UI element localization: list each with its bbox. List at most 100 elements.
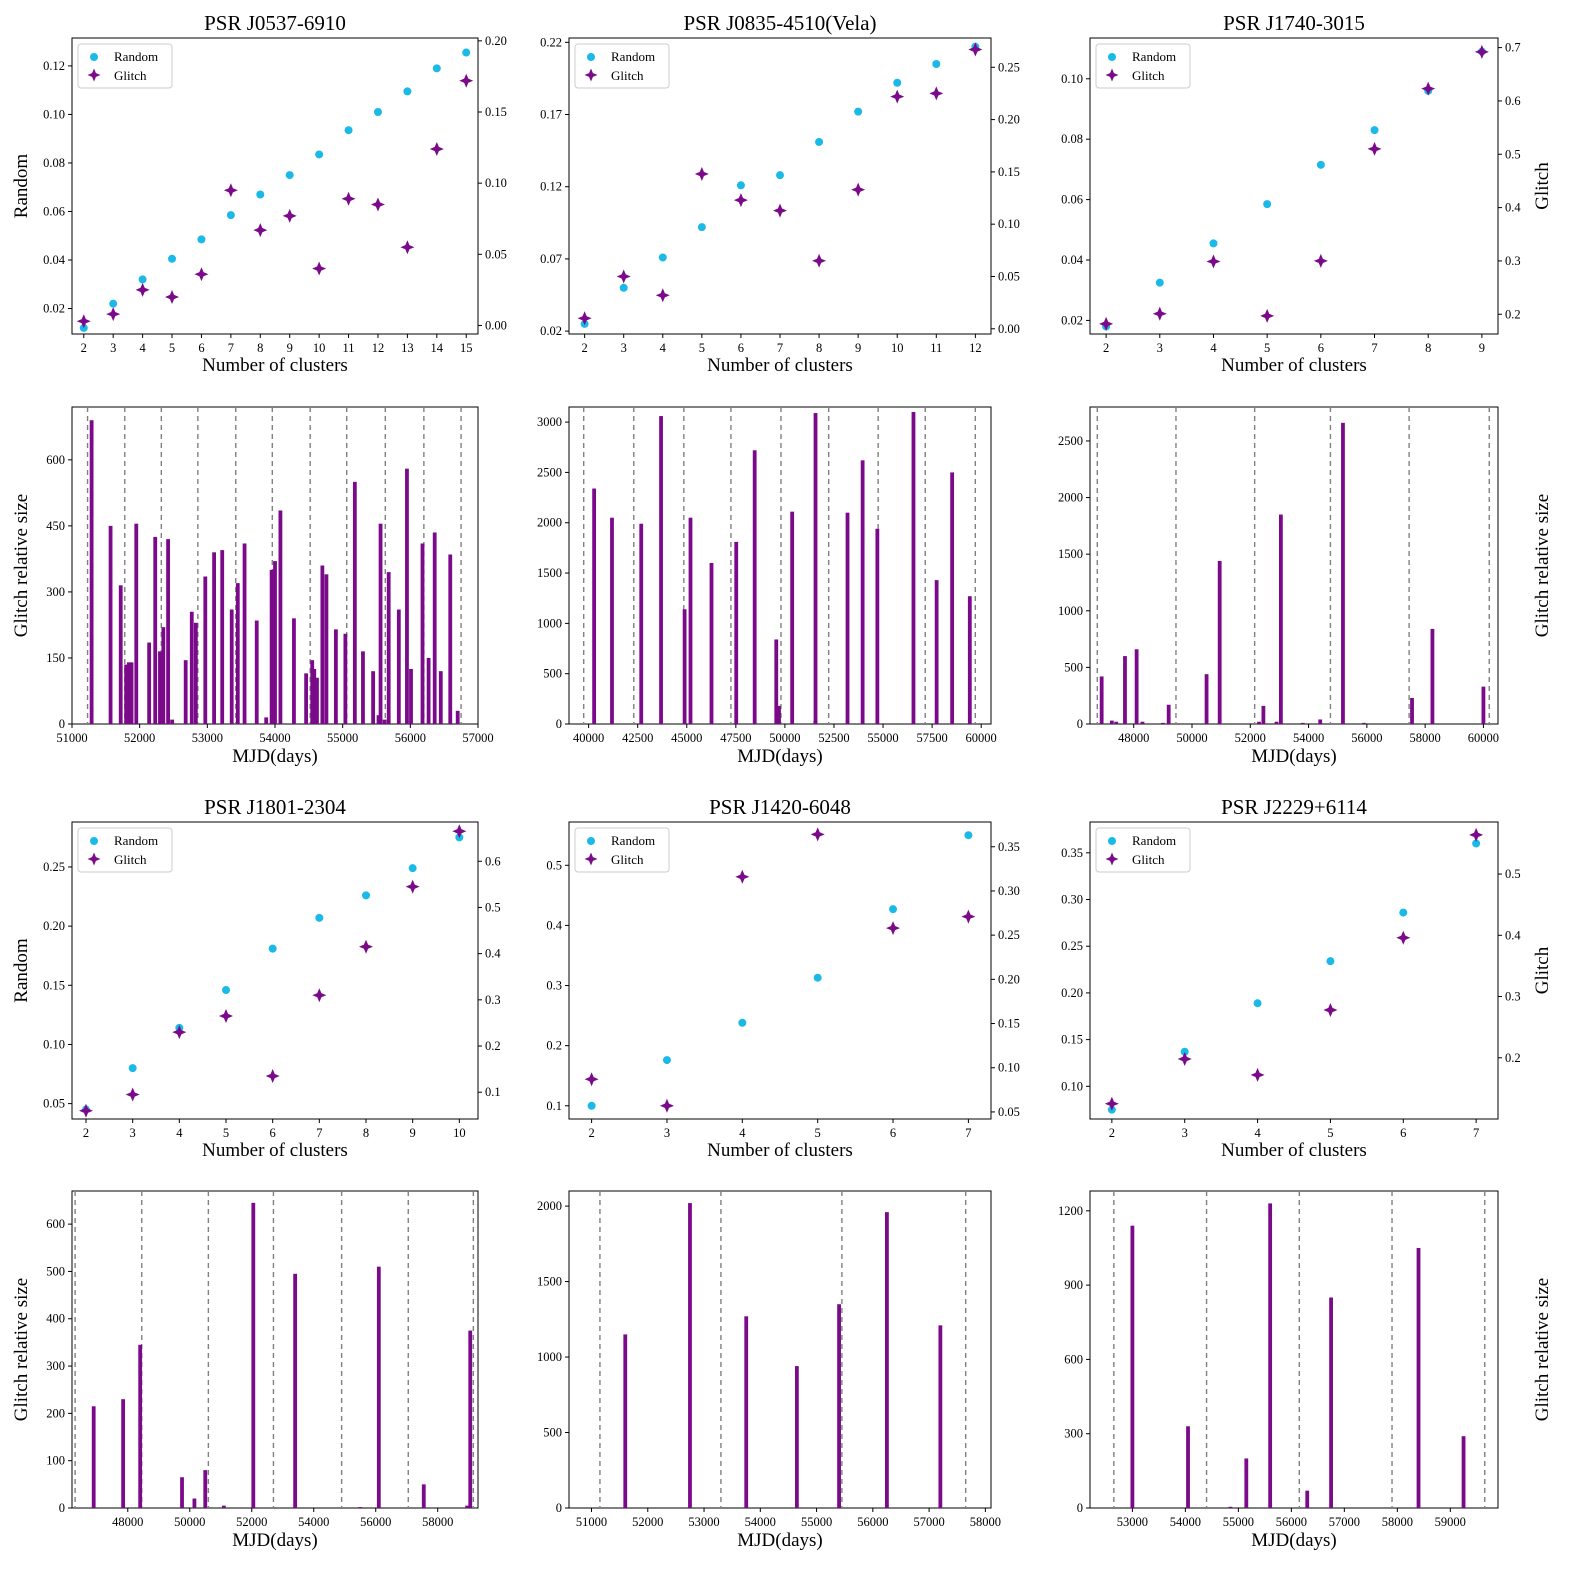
y-tick-label: 500	[543, 667, 562, 681]
glitch-point	[405, 879, 420, 894]
chart-title: PSR J1801-2304	[204, 795, 346, 819]
scatter-axes-frame	[568, 821, 992, 1120]
x-tick-label: 10	[453, 1126, 466, 1140]
y-left-tick-label: 0.02	[1061, 313, 1083, 327]
glitch-bar	[242, 543, 247, 724]
x-tick-label: 48000	[112, 1515, 143, 1529]
x-tick-label: 5	[223, 1126, 229, 1140]
y-tick-label: 150	[46, 651, 65, 665]
x-tick-label: 4	[1210, 341, 1217, 355]
chart-title: PSR J0835-4510(Vela)	[683, 11, 876, 35]
glitch-bar	[310, 660, 315, 724]
legend-glitch-marker	[87, 68, 101, 82]
random-point	[1180, 1047, 1189, 1056]
x-tick-label: 7	[965, 1126, 971, 1140]
y-right-tick-label: 0.2	[1505, 1051, 1521, 1065]
y-left-tick-label: 0.12	[43, 59, 65, 73]
glitch-bar	[709, 562, 714, 724]
random-point	[222, 986, 230, 995]
y-left-tick-label: 0.06	[1061, 193, 1083, 207]
legend-glitch-marker	[1105, 852, 1119, 866]
x-tick-label: 8	[363, 1126, 369, 1140]
glitch-point	[1177, 1051, 1192, 1066]
x-tick-label: 8	[816, 341, 822, 355]
glitch-point	[1250, 1067, 1265, 1082]
glitch-bar	[343, 633, 348, 724]
y-right-tick-label: 0.5	[1505, 147, 1521, 161]
random-point	[1399, 908, 1408, 917]
random-point	[964, 831, 973, 840]
glitch-bar	[967, 596, 972, 724]
x-tick-label: 3	[621, 341, 627, 355]
y-left-tick-label: 0.10	[43, 1037, 65, 1051]
glitch-bar	[158, 651, 162, 724]
glitch-bar	[221, 1505, 226, 1508]
glitch-point	[312, 261, 327, 276]
y-left-tick-label: 0.10	[43, 107, 65, 121]
x-tick-label: 12	[969, 341, 982, 355]
y-tick-label: 1500	[1058, 547, 1083, 561]
glitch-point	[135, 282, 150, 297]
glitch-bar	[1329, 1297, 1333, 1508]
x-tick-label: 56000	[857, 1515, 888, 1529]
x-tick-label: 7	[228, 341, 234, 355]
glitch-bar	[1261, 705, 1266, 724]
y-right-tick-label: 0.4	[485, 947, 501, 961]
x-tick-label: 6	[1400, 1126, 1406, 1140]
glitch-bar	[1274, 721, 1279, 724]
y-left-tick-label: 0.4	[546, 918, 562, 932]
y-left-tick-label: 0.25	[43, 860, 65, 874]
glitch-point	[616, 269, 631, 284]
y-right-tick-label: 0.25	[998, 928, 1020, 942]
random-point	[373, 108, 382, 116]
y-right-tick-label: 0.3	[485, 993, 501, 1007]
random-point	[697, 223, 706, 232]
glitch-point	[452, 824, 467, 839]
glitch-bar	[1160, 722, 1165, 724]
glitch-bar	[1134, 649, 1139, 724]
bar-axes-frame	[568, 406, 992, 725]
y-right-axis-label: Glitch	[1532, 162, 1553, 210]
legend-random-label: Random	[611, 833, 655, 848]
glitch-bar	[292, 618, 296, 724]
glitch-point	[851, 182, 866, 197]
x-tick-label: 57000	[913, 1515, 944, 1529]
y-left-tick-label: 0.2	[546, 1039, 562, 1053]
y-tick-label: 1200	[1058, 1204, 1083, 1218]
y-right-tick-label: 0.30	[998, 884, 1020, 898]
glitch-bar	[950, 472, 955, 724]
legend	[77, 43, 173, 89]
glitch-bar	[1186, 1426, 1190, 1508]
y-tick-label: 0	[59, 1501, 65, 1515]
x-tick-label: 4	[1254, 1126, 1261, 1140]
x-tick-label: 54000	[1170, 1515, 1201, 1529]
legend-random-marker	[1108, 53, 1116, 61]
glitch-bar	[837, 1304, 841, 1508]
glitch-bar	[911, 412, 916, 724]
glitch-bar	[273, 561, 277, 724]
y-right-tick-label: 0.2	[1505, 307, 1521, 321]
glitch-bar	[235, 583, 240, 724]
x-tick-label: 5	[699, 341, 705, 355]
y-right-tick-label: 0.7	[1505, 41, 1521, 55]
glitch-point	[312, 988, 327, 1003]
y-left-tick-label: 0.15	[1061, 1033, 1083, 1047]
glitch-bar	[121, 1399, 126, 1508]
glitch-point	[1099, 316, 1114, 331]
glitch-point	[1206, 254, 1221, 269]
y-left-tick-label: 0.10	[1061, 72, 1083, 86]
chart-title: PSR J1420-6048	[709, 795, 851, 819]
random-point	[1253, 999, 1262, 1008]
glitch-point	[172, 1025, 187, 1040]
glitch-bar	[183, 660, 188, 724]
random-point	[362, 891, 370, 900]
glitch-point	[733, 193, 748, 208]
glitch-bar	[774, 639, 779, 724]
x-tick-label: 59000	[1435, 1515, 1466, 1529]
legend-random-marker	[90, 53, 98, 61]
y-left-tick-label: 0.08	[43, 156, 65, 170]
y-tick-label: 3000	[537, 415, 562, 429]
random-point	[893, 78, 902, 87]
x-tick-label: 12	[372, 341, 385, 355]
glitch-point	[773, 203, 787, 218]
